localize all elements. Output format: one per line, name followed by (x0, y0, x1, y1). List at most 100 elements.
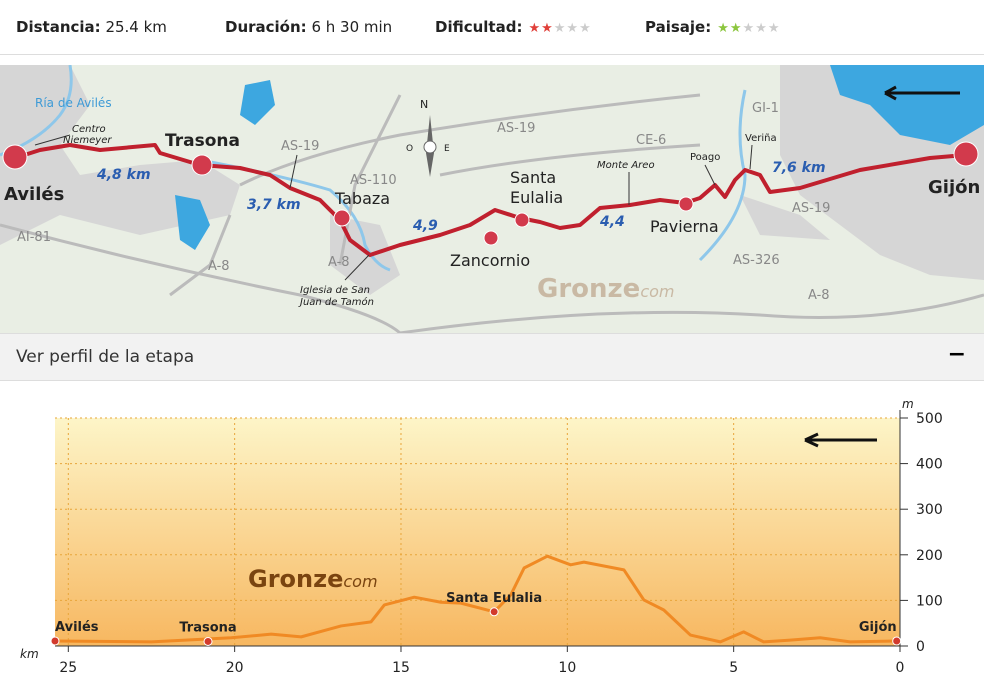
map-label: Niemeyer (63, 135, 112, 146)
star: ★ (553, 21, 567, 36)
stat-label: Paisaje: (645, 18, 712, 36)
x-tick-label: 20 (226, 660, 244, 676)
map-label: Trasona (165, 131, 240, 151)
compass-label: N (420, 98, 428, 111)
map-label: Gijón (928, 177, 980, 198)
elevation-chart: 25 20 15 10 5 00100200300400500mkmGronzecomAv… (20, 397, 943, 676)
road-label: AS-110 (350, 173, 397, 188)
leader-lines (34, 134, 753, 281)
rating-stars: ★★★★★ (528, 21, 591, 36)
road-label: GI-1 (752, 101, 779, 116)
road-label: AS-19 (792, 201, 830, 216)
x-tick-label: 10 (558, 660, 576, 676)
map-label: Monte Areo (597, 160, 655, 171)
waypoint-label: Avilés (55, 620, 99, 635)
stat-value: 25.4 km (105, 18, 167, 36)
stat: Distancia: 25.4 km (16, 18, 167, 36)
route-map: Ría de Avilés Centro Niemeyer Avilés Tra… (0, 65, 984, 333)
map-label: Ría de Avilés (35, 96, 112, 110)
y-tick-label: 0 (916, 639, 925, 655)
map-label: Tabaza (334, 189, 390, 208)
watermark-suffix: com (640, 282, 674, 301)
water (175, 65, 984, 250)
compass-label: O (406, 144, 413, 154)
star: ★ (755, 21, 768, 36)
map-label: Juan de Tamón (298, 296, 374, 308)
star: ★ (767, 21, 781, 36)
rating-stars: ★★★★★ (717, 21, 780, 36)
x-tick-label: 5 (729, 660, 738, 676)
toggle-icon[interactable]: − (947, 342, 966, 367)
waypoint (892, 636, 902, 646)
distance-label: 3,7 km (247, 197, 301, 213)
waypoint-label: Santa Eulalia (446, 591, 542, 606)
plot-background (55, 418, 900, 646)
y-tick-label: 500 (916, 411, 943, 427)
stat-label: Duración: (225, 18, 307, 36)
direction-arrow (884, 85, 960, 101)
stat-label: Distancia: (16, 18, 101, 36)
star: ★ (717, 21, 730, 36)
star: ★ (528, 21, 542, 36)
compass (423, 115, 437, 177)
stat: Duración: 6 h 30 min (225, 18, 392, 36)
road-label: CE-6 (636, 133, 666, 148)
star: ★ (579, 21, 592, 36)
map-label: Avilés (4, 184, 64, 205)
waypoint-label: Trasona (179, 620, 236, 635)
waypoint (489, 607, 499, 617)
watermark: Gronzecom (537, 274, 674, 304)
map-label: Eulalia (510, 188, 563, 207)
distance-label: 4,4 (599, 214, 625, 230)
elevation-line (54, 554, 901, 644)
map-label: Centro (72, 124, 106, 135)
distance-label: 4,9 (412, 218, 438, 234)
x-tick-label: 15 (392, 660, 410, 676)
distance-label: 7,6 km (772, 160, 826, 176)
star: ★ (729, 21, 743, 36)
waypoint-label: Gijón (859, 620, 897, 635)
x-unit: km (20, 647, 39, 661)
road-label: AS-19 (497, 121, 535, 136)
map-label: Iglesia de San (300, 285, 370, 296)
road-label: A-8 (808, 288, 830, 303)
waypoint (50, 636, 60, 646)
stat: Paisaje: ★★★★★ (645, 18, 781, 36)
stat-label: Dificultad: (435, 18, 523, 36)
watermark: Gronzecom (248, 565, 378, 593)
distance-label: 4,8 km (96, 167, 151, 183)
profile-toggle[interactable]: Ver perfil de la etapa − (0, 333, 984, 381)
road-label: A-8 (328, 255, 350, 270)
compass-label: E (444, 144, 450, 154)
map-label: Poago (690, 152, 720, 163)
y-tick-label: 400 (916, 457, 943, 473)
stat: Dificultad: ★★★★★ (435, 18, 592, 36)
star: ★ (566, 21, 580, 36)
watermark-suffix: com (343, 572, 377, 591)
map-label: Zancornio (450, 251, 530, 270)
roads (0, 93, 984, 333)
road-label: AI-81 (17, 230, 51, 245)
watermark-text: Gronze (248, 565, 343, 593)
watermark-text: Gronze (537, 274, 640, 304)
y-tick-label: 100 (916, 593, 943, 609)
map-label: Pavierna (650, 217, 719, 236)
stage-points (2, 141, 979, 246)
toggle-title: Ver perfil de la etapa (16, 347, 195, 367)
road-label: A-8 (208, 259, 230, 274)
map-label: Santa (510, 168, 556, 187)
map-label: Veriña (745, 133, 777, 144)
y-tick-label: 300 (916, 502, 943, 518)
stats-bar: Distancia: 25.4 km Duración: 6 h 30 min … (0, 0, 984, 55)
road-label: AS-19 (281, 139, 319, 154)
waypoint (203, 636, 213, 646)
road-label: AS-326 (733, 253, 780, 268)
direction-arrow (804, 432, 877, 448)
y-tick-label: 200 (916, 548, 943, 564)
x-tick-label: 0 (896, 660, 905, 676)
x-tick-label: 25 (59, 660, 77, 676)
star: ★ (541, 21, 554, 36)
star: ★ (742, 21, 756, 36)
stat-value: 6 h 30 min (311, 18, 393, 36)
